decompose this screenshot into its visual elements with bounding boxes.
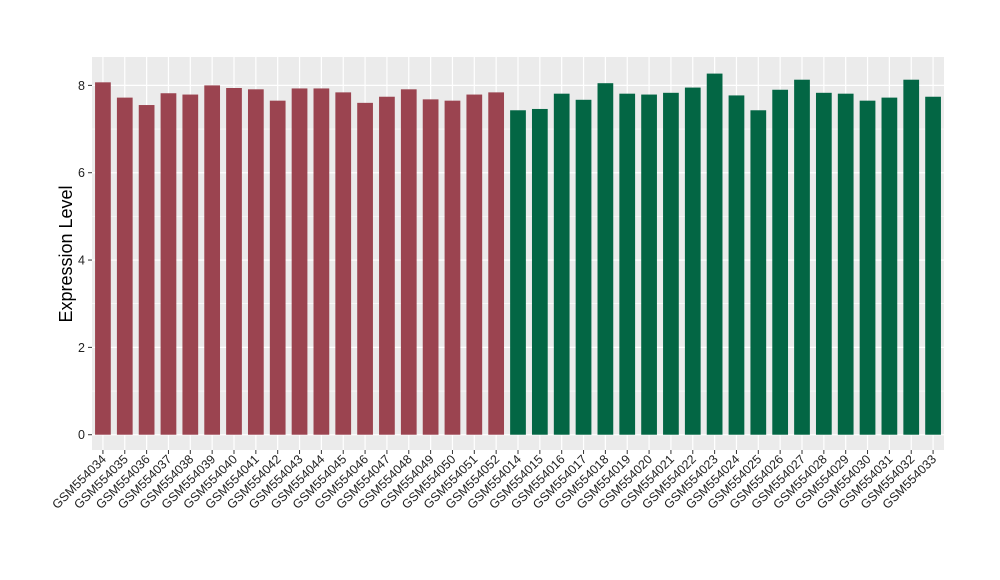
bar-GSM554037 xyxy=(160,93,177,435)
y-tick-label: 4 xyxy=(78,254,85,268)
bar-GSM554032 xyxy=(903,79,920,435)
bar-GSM554046 xyxy=(357,102,373,435)
bar-GSM554052 xyxy=(488,92,505,435)
y-axis-title: Expression Level xyxy=(56,185,76,322)
bar-GSM554020 xyxy=(641,94,657,435)
bar-GSM554038 xyxy=(182,94,199,435)
bar-GSM554025 xyxy=(750,110,767,435)
y-axis: 0 2 4 6 8 xyxy=(78,79,92,442)
y-tick-label: 0 xyxy=(78,428,85,442)
bar-GSM554034 xyxy=(95,82,111,435)
bar-GSM554023 xyxy=(706,73,723,435)
bar-GSM554044 xyxy=(313,88,330,435)
bar-GSM554050 xyxy=(444,100,461,435)
bar-GSM554024 xyxy=(728,95,745,435)
bar-GSM554026 xyxy=(772,89,789,435)
bar-GSM554021 xyxy=(663,92,679,435)
bar-GSM554018 xyxy=(597,83,614,435)
bar-GSM554043 xyxy=(291,88,308,435)
bar-GSM554033 xyxy=(925,96,941,435)
bar-GSM554016 xyxy=(553,93,570,435)
bar-GSM554019 xyxy=(619,93,636,435)
bar-GSM554042 xyxy=(269,100,286,435)
bar-GSM554047 xyxy=(379,96,395,435)
bar-GSM554040 xyxy=(226,88,242,435)
bar-GSM554048 xyxy=(400,89,417,435)
bar-GSM554041 xyxy=(247,89,264,435)
bars xyxy=(95,73,941,435)
y-tick-label: 2 xyxy=(78,341,85,355)
bar-GSM554036 xyxy=(138,105,155,435)
bar-GSM554031 xyxy=(881,97,898,435)
bar-GSM554014 xyxy=(510,110,526,435)
bar-GSM554049 xyxy=(422,99,439,435)
bar-GSM554022 xyxy=(684,87,701,435)
bar-GSM554039 xyxy=(204,85,221,435)
bar-GSM554027 xyxy=(794,79,810,435)
bar-GSM554045 xyxy=(335,92,352,435)
bar-GSM554028 xyxy=(815,92,832,435)
y-tick-label: 8 xyxy=(78,79,85,93)
bar-GSM554029 xyxy=(837,93,854,435)
x-axis: GSM554034GSM554035GSM554036GSM554037GSM5… xyxy=(50,450,939,512)
bar-GSM554051 xyxy=(466,94,483,435)
bar-GSM554015 xyxy=(531,108,548,435)
y-tick-label: 6 xyxy=(78,166,85,180)
bar-GSM554035 xyxy=(116,97,133,435)
bar-GSM554030 xyxy=(859,100,876,435)
bar-GSM554017 xyxy=(575,99,592,435)
